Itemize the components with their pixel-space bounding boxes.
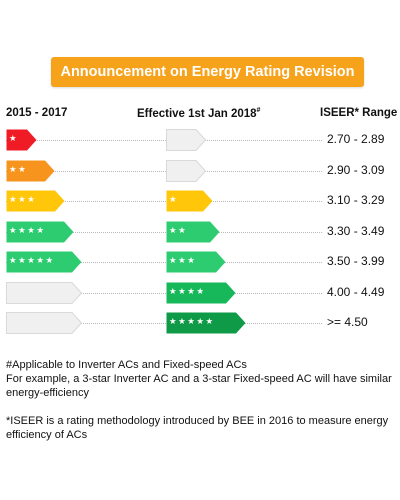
rating-row: ★★★★ 4.00 - 4.49: [0, 281, 400, 305]
note-applicable: #Applicable to Inverter ACs and Fixed-sp…: [6, 359, 247, 371]
new-rating-label: ★★★★: [166, 281, 236, 305]
star-rating-icons: ★★★: [9, 195, 37, 205]
star-rating-icons: ★: [169, 195, 179, 205]
old-rating-label: ★★★★: [6, 220, 74, 244]
dotted-leader: [6, 231, 322, 233]
note-example: For example, a 3-star Inverter AC and a …: [6, 373, 392, 399]
new-rating-label: [166, 128, 206, 152]
rating-row: ★ 2.70 - 2.89: [0, 128, 400, 152]
old-rating-label: ★: [6, 128, 37, 152]
header-effective-mark: #: [256, 107, 261, 114]
header-2015-2017: 2015 - 2017: [6, 107, 68, 119]
note-iseer: *ISEER is a rating methodology introduce…: [6, 415, 389, 441]
rating-row: ★★★★ ★★ 3.30 - 3.49: [0, 220, 400, 244]
new-rating-label: ★★★: [166, 250, 226, 274]
new-rating-label: ★: [166, 189, 213, 213]
dotted-leader: [6, 323, 322, 324]
header-effective-2018: Effective 1st Jan 2018#: [137, 107, 260, 120]
header-iseer-range: ISEER* Range: [320, 107, 398, 119]
iseer-range-value: 3.10 - 3.29: [327, 193, 385, 207]
dotted-leader: [6, 201, 322, 202]
announcement-banner: Announcement on Energy Rating Revision: [51, 57, 364, 87]
banner-title: Announcement on Energy Rating Revision: [60, 64, 355, 80]
iseer-range-value: >= 4.50: [327, 315, 368, 329]
new-rating-label: ★★: [166, 220, 220, 244]
iseer-range-value: 2.90 - 3.09: [327, 162, 385, 177]
iseer-range-value: 3.50 - 3.99: [327, 254, 385, 268]
old-rating-label: ★★★★★: [6, 250, 82, 274]
old-rating-label: [6, 311, 82, 335]
star-rating-icons: ★★: [169, 225, 188, 236]
old-rating-label: [6, 281, 82, 305]
old-rating-label: ★★★: [6, 189, 65, 213]
dotted-leader: [6, 262, 322, 263]
star-rating-icons: ★★: [9, 164, 28, 175]
dotted-leader: [6, 292, 322, 294]
star-rating-icons: ★★★★★: [169, 317, 215, 327]
star-rating-icons: ★★★★: [9, 225, 46, 236]
new-rating-label: [166, 159, 206, 183]
rating-row: ★★★★★ ★★★ 3.50 - 3.99: [0, 250, 400, 274]
new-rating-label: ★★★★★: [166, 311, 246, 335]
rating-row: ★★★★★ >= 4.50: [0, 311, 400, 335]
star-rating-icons: ★: [9, 134, 19, 144]
star-rating-icons: ★★★★★: [9, 256, 55, 266]
rating-row: ★★ 2.90 - 3.09: [0, 159, 400, 183]
star-rating-icons: ★★★: [169, 256, 197, 266]
old-rating-label: ★★: [6, 159, 55, 183]
iseer-range-value: 2.70 - 2.89: [327, 132, 385, 146]
iseer-range-value: 4.00 - 4.49: [327, 284, 385, 299]
rating-row: ★★★ ★ 3.10 - 3.29: [0, 189, 400, 213]
header-effective-text: Effective 1st Jan 2018: [137, 107, 257, 120]
dotted-leader: [6, 170, 322, 172]
iseer-range-value: 3.30 - 3.49: [327, 223, 385, 238]
star-rating-icons: ★★★★: [169, 286, 206, 297]
dotted-leader: [6, 140, 322, 141]
